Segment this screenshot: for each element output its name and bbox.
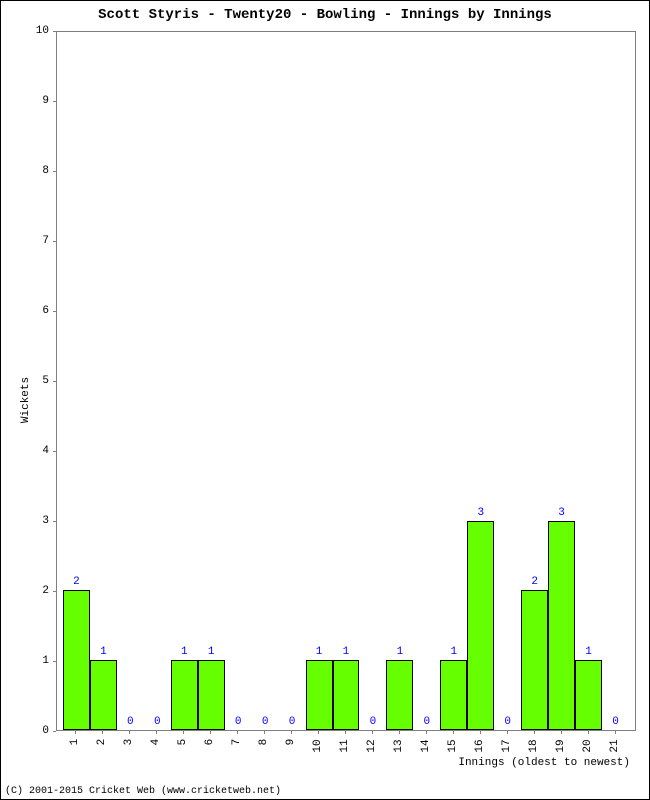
xtick-label: 16: [474, 736, 486, 756]
ytick-label: 1: [9, 655, 49, 667]
xtick-mark: [426, 731, 427, 734]
ytick-mark: [53, 451, 56, 452]
bar-value-label: 2: [521, 576, 548, 588]
copyright-text: (C) 2001-2015 Cricket Web (www.cricketwe…: [5, 786, 281, 797]
xtick-mark: [561, 731, 562, 734]
bar: [440, 660, 467, 730]
xtick-label: 1: [69, 732, 81, 752]
bar-value-label: 1: [386, 646, 413, 658]
bar-value-label: 1: [171, 646, 198, 658]
bar-value-label: 1: [440, 646, 467, 658]
bar-value-label: 3: [467, 507, 494, 519]
bar: [90, 660, 117, 730]
bar: [63, 590, 90, 730]
bar: [521, 590, 548, 730]
xtick-label: 11: [339, 736, 351, 756]
ytick-label: 10: [9, 25, 49, 37]
xtick-label: 15: [447, 736, 459, 756]
bar-value-label: 1: [90, 646, 117, 658]
ytick-label: 2: [9, 585, 49, 597]
chart-container: Scott Styris - Twenty20 - Bowling - Inni…: [0, 0, 650, 800]
ytick-mark: [53, 521, 56, 522]
bar-value-label: 0: [413, 716, 440, 728]
plot-area: 210011000110101302310: [56, 31, 636, 731]
xtick-label: 8: [258, 732, 270, 752]
ytick-label: 3: [9, 515, 49, 527]
bar: [575, 660, 602, 730]
xtick-label: 3: [123, 732, 135, 752]
ytick-mark: [53, 731, 56, 732]
bar: [171, 660, 198, 730]
bar-value-label: 0: [252, 716, 279, 728]
ytick-mark: [53, 31, 56, 32]
ytick-label: 6: [9, 305, 49, 317]
ytick-mark: [53, 311, 56, 312]
xtick-mark: [534, 731, 535, 734]
xtick-label: 7: [231, 732, 243, 752]
ytick-label: 9: [9, 95, 49, 107]
bar: [333, 660, 360, 730]
xtick-mark: [507, 731, 508, 734]
bar: [548, 521, 575, 730]
xtick-mark: [615, 731, 616, 734]
bar-value-label: 0: [602, 716, 629, 728]
bar-value-label: 3: [548, 507, 575, 519]
xtick-mark: [453, 731, 454, 734]
ytick-label: 7: [9, 235, 49, 247]
bar-value-label: 0: [359, 716, 386, 728]
ytick-mark: [53, 241, 56, 242]
bar-value-label: 1: [198, 646, 225, 658]
xtick-label: 10: [312, 736, 324, 756]
xtick-label: 14: [420, 736, 432, 756]
ytick-label: 0: [9, 725, 49, 737]
ytick-mark: [53, 661, 56, 662]
ytick-label: 8: [9, 165, 49, 177]
bar-value-label: 0: [117, 716, 144, 728]
bar: [198, 660, 225, 730]
bar-value-label: 1: [306, 646, 333, 658]
bar-value-label: 1: [575, 646, 602, 658]
xtick-label: 9: [285, 732, 297, 752]
chart-title: Scott Styris - Twenty20 - Bowling - Inni…: [1, 7, 649, 23]
xtick-mark: [480, 731, 481, 734]
bar: [386, 660, 413, 730]
ytick-label: 4: [9, 445, 49, 457]
xtick-label: 12: [366, 736, 378, 756]
xtick-mark: [345, 731, 346, 734]
bar-value-label: 0: [225, 716, 252, 728]
ytick-label: 5: [9, 375, 49, 387]
xtick-mark: [588, 731, 589, 734]
bar-value-label: 0: [144, 716, 171, 728]
xtick-label: 13: [393, 736, 405, 756]
bar-value-label: 1: [333, 646, 360, 658]
bar: [306, 660, 333, 730]
xtick-label: 18: [528, 736, 540, 756]
x-axis-label: Innings (oldest to newest): [56, 757, 636, 769]
bar-value-label: 0: [494, 716, 521, 728]
bar-value-label: 2: [63, 576, 90, 588]
bar: [467, 521, 494, 730]
xtick-mark: [372, 731, 373, 734]
ytick-mark: [53, 381, 56, 382]
bar-value-label: 0: [279, 716, 306, 728]
xtick-mark: [399, 731, 400, 734]
xtick-label: 6: [204, 732, 216, 752]
xtick-label: 20: [582, 736, 594, 756]
xtick-label: 19: [555, 736, 567, 756]
ytick-mark: [53, 101, 56, 102]
xtick-label: 2: [96, 732, 108, 752]
ytick-mark: [53, 171, 56, 172]
xtick-label: 4: [150, 732, 162, 752]
xtick-label: 21: [609, 736, 621, 756]
ytick-mark: [53, 591, 56, 592]
xtick-label: 17: [501, 736, 513, 756]
xtick-mark: [318, 731, 319, 734]
xtick-label: 5: [177, 732, 189, 752]
